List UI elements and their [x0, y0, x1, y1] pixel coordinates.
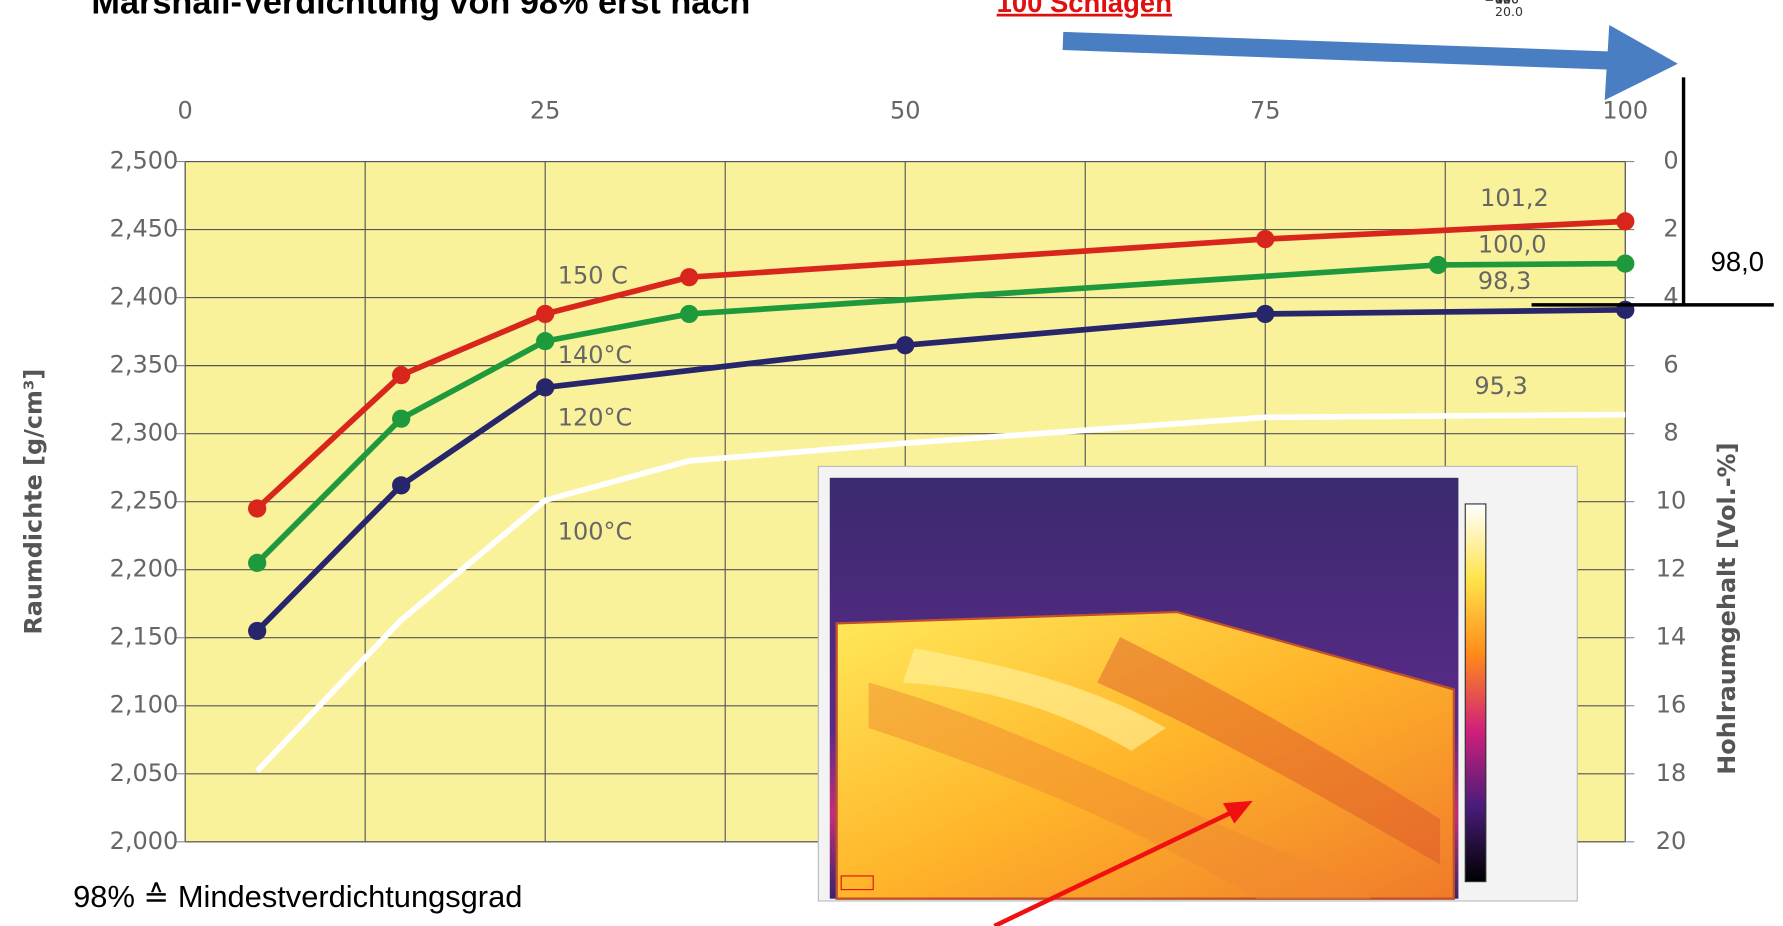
y2-tick-label: 8	[1663, 419, 1678, 447]
data-point	[392, 476, 410, 494]
x-tick-label: 0	[178, 97, 193, 125]
x-tick-label: 100	[1602, 97, 1648, 125]
data-point	[392, 366, 410, 384]
x-tick-label: 50	[890, 97, 921, 125]
data-point	[896, 336, 914, 354]
title-highlight: 100 Schlägen	[997, 0, 1172, 18]
title-group: Marshall-Verdichtung von 98% erst nach 1…	[91, 0, 1172, 22]
data-point	[392, 410, 410, 428]
y2-tick-label: 16	[1656, 691, 1687, 719]
y2-tick-label: 14	[1656, 623, 1687, 651]
data-point	[680, 305, 698, 323]
series-label: 150 C	[558, 261, 628, 289]
slide: Marshall-Verdichtung von 98% erst nach 1…	[0, 0, 1783, 926]
color-scale	[1465, 504, 1486, 882]
x-tick-label: 25	[530, 97, 561, 125]
y2-tick-label: 12	[1656, 555, 1687, 583]
y2-tick-label: 6	[1663, 351, 1678, 379]
arrow-head	[1605, 25, 1678, 100]
y2-tick-label: 18	[1656, 759, 1687, 787]
data-point	[1616, 254, 1634, 272]
y2-axis-label: Hohlraumgehalt [Vol.-%]	[1713, 443, 1741, 775]
end-label: 101,2	[1480, 184, 1549, 212]
data-point	[1256, 230, 1274, 248]
scale-label: 20.0	[1495, 4, 1523, 19]
marker-label: 98,0	[1711, 246, 1764, 277]
data-point	[1616, 212, 1634, 230]
data-point	[248, 499, 266, 517]
y2-tick-label: 20	[1656, 827, 1687, 855]
data-point	[248, 622, 266, 640]
data-point	[680, 268, 698, 286]
y-tick-label: 2,500	[110, 147, 179, 175]
y-tick-label: 2,200	[110, 555, 179, 583]
series-label: 100°C	[558, 517, 633, 545]
y-axis-label: Raumdichte [g/cm³]	[19, 369, 47, 635]
data-point	[536, 305, 554, 323]
arrow	[1063, 41, 1634, 61]
series-label: 120°C	[558, 404, 633, 432]
end-label: 95,3	[1474, 372, 1527, 400]
data-point	[536, 332, 554, 350]
y-tick-label: 2,450	[110, 215, 179, 243]
end-label: 98,3	[1478, 267, 1531, 295]
y-tick-label: 2,150	[110, 623, 179, 651]
data-point	[1256, 305, 1274, 323]
series-label: 140°C	[558, 341, 633, 369]
y2-tick-label: 0	[1663, 147, 1678, 175]
data-point	[1429, 256, 1447, 274]
y-tick-label: 2,400	[110, 283, 179, 311]
title: Marshall-Verdichtung von 98% erst nach	[91, 0, 750, 22]
y-tick-label: 2,300	[110, 419, 179, 447]
end-label: 100,0	[1478, 231, 1547, 259]
x-tick-label: 75	[1250, 97, 1281, 125]
y2-tick-label: 2	[1663, 215, 1678, 243]
data-point	[248, 554, 266, 572]
data-point	[536, 378, 554, 396]
note: 98% ≙ Mindestverdichtungsgrad	[73, 879, 522, 914]
y-tick-label: 2,000	[110, 827, 179, 855]
y-tick-label: 2,100	[110, 691, 179, 719]
page: Marshall-Verdichtung von 98% erst nach 1…	[0, 0, 1783, 926]
y2-tick-label: 10	[1656, 487, 1687, 515]
y-tick-label: 2,050	[110, 759, 179, 787]
y-tick-label: 2,350	[110, 351, 179, 379]
y-tick-label: 2,250	[110, 487, 179, 515]
